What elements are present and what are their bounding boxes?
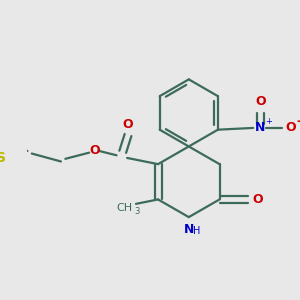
Text: N: N (255, 122, 266, 134)
Text: H: H (193, 226, 200, 236)
Text: O: O (89, 144, 100, 158)
Text: O: O (252, 193, 263, 206)
Text: O: O (123, 118, 133, 131)
Text: +: + (265, 117, 272, 126)
Text: S: S (0, 151, 6, 165)
Text: N: N (184, 223, 194, 236)
Text: O: O (255, 95, 266, 108)
Text: O: O (285, 122, 296, 134)
Text: -: - (296, 115, 300, 128)
Text: CH: CH (116, 203, 133, 213)
Text: 3: 3 (134, 207, 140, 216)
